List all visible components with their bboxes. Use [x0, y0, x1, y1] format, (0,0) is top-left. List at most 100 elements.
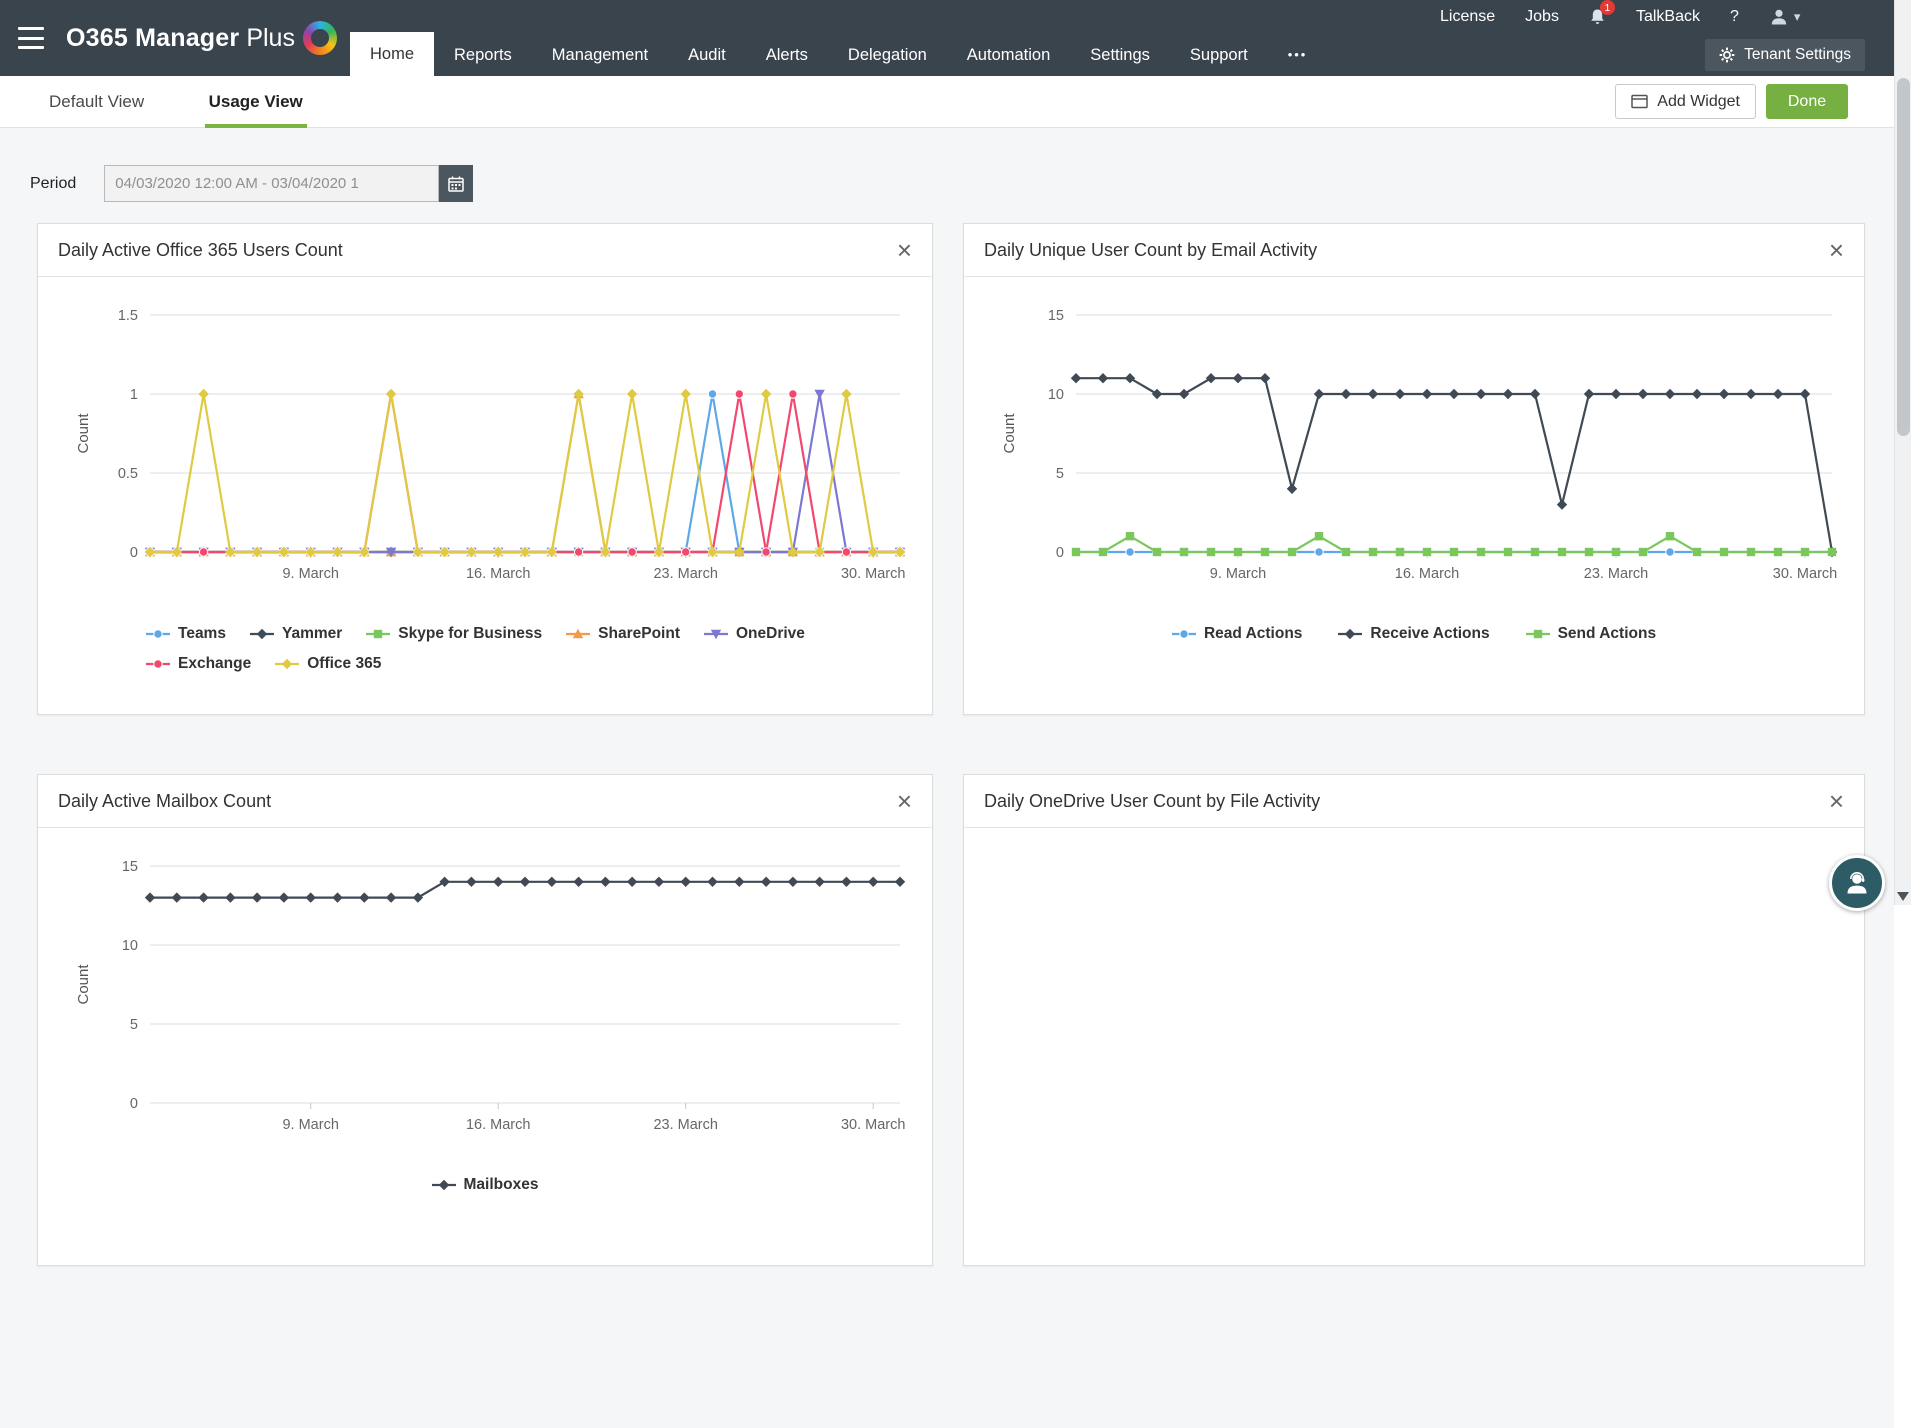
legend-item-read-actions[interactable]: Read Actions [1171, 625, 1303, 643]
legend-item-mailboxes[interactable]: Mailboxes [431, 1176, 539, 1194]
svg-text:Count: Count [1001, 413, 1018, 454]
legend-item-teams[interactable]: Teams [146, 625, 226, 643]
legend-item-skype-for-business[interactable]: Skype for Business [366, 625, 542, 643]
view-actions: Add Widget Done [1615, 84, 1848, 119]
svg-text:9. March: 9. March [282, 566, 338, 582]
legend-marker-icon [566, 628, 591, 639]
help-button[interactable]: ? [1729, 8, 1739, 25]
period-label: Period [30, 174, 77, 192]
caret-down-icon: ▾ [1793, 9, 1801, 24]
legend-item-exchange[interactable]: Exchange [146, 655, 251, 673]
nav-tab-alerts[interactable]: Alerts [765, 46, 808, 64]
nav-tab-automation[interactable]: Automation [966, 46, 1051, 64]
widget-daily-unique-email-activity: Daily Unique User Count by Email Activit… [963, 223, 1865, 715]
user-menu[interactable]: ▾ [1769, 7, 1801, 27]
dashboard-content: Period Daily Active Office 365 Users Cou… [0, 128, 1894, 1428]
close-icon[interactable]: × [1828, 235, 1844, 265]
widget-title: Daily Unique User Count by Email Activit… [984, 239, 1318, 260]
add-widget-icon [1631, 94, 1649, 109]
nav-tab-home[interactable]: Home [350, 32, 435, 76]
close-icon[interactable]: × [896, 235, 912, 265]
calendar-button[interactable] [439, 165, 474, 202]
svg-text:9. March: 9. March [1210, 566, 1266, 582]
legend-marker-icon [146, 629, 170, 639]
legend-label: Office 365 [307, 655, 382, 672]
nav-tab-settings[interactable]: Settings [1090, 46, 1150, 64]
support-chat-button[interactable] [1829, 855, 1885, 911]
license-link[interactable]: License [1440, 8, 1496, 25]
legend-label: Read Actions [1203, 625, 1303, 642]
line-chart [971, 840, 1857, 1170]
tab-usage-view[interactable]: Usage View [204, 76, 307, 128]
widget-body [964, 828, 1864, 1176]
jobs-link[interactable]: Jobs [1525, 8, 1559, 25]
widget-body: 0 0.5 1 1.5 9. March 16. March 23. March 30. Ma… [38, 277, 932, 673]
period-range-input[interactable] [104, 165, 440, 202]
logo-text-bold: O365 Manager [66, 23, 240, 52]
nav-tab-support[interactable]: Support [1189, 46, 1248, 64]
user-icon [1771, 9, 1787, 25]
widget-daily-active-mailbox: Daily Active Mailbox Count × 0 5 10 15 9. Ma… [37, 774, 933, 1266]
legend-item-receive-actions[interactable]: Receive Actions [1338, 625, 1490, 643]
hamburger-menu-icon[interactable] [18, 27, 44, 49]
period-row: Period [30, 165, 474, 202]
svg-text:30. March: 30. March [841, 566, 905, 582]
legend-label: Receive Actions [1370, 625, 1490, 642]
line-chart: 0 5 10 15 9. March 16. March 23. March 30. Marc… [75, 859, 905, 1133]
svg-text:16. March: 16. March [466, 566, 530, 582]
legend-item-sharepoint[interactable]: SharePoint [566, 625, 680, 643]
nav-tab-delegation[interactable]: Delegation [847, 46, 927, 64]
tenant-settings-button[interactable]: Tenant Settings [1705, 39, 1865, 71]
widget-title: Daily OneDrive User Count by File Activi… [984, 790, 1321, 811]
svg-text:16. March: 16. March [466, 1117, 530, 1133]
chart-legend: Teams Yammer Skype for Business SharePoint O… [38, 625, 932, 673]
legend-marker-icon [146, 659, 170, 669]
svg-text:0: 0 [1056, 545, 1064, 561]
top-navigation-bar: O365 Manager Plus Home Reports Managemen… [0, 0, 1911, 76]
legend-item-office-365[interactable]: Office 365 [275, 655, 381, 673]
nav-tab-audit[interactable]: Audit [688, 46, 726, 64]
nav-tab-management[interactable]: Management [551, 46, 649, 64]
nav-tab-more[interactable]: ••• [1287, 47, 1308, 62]
legend-marker-icon [249, 628, 274, 640]
add-widget-button[interactable]: Add Widget [1615, 84, 1756, 119]
scrollbar-thumb[interactable] [1897, 78, 1910, 436]
legend-item-yammer[interactable]: Yammer [249, 625, 342, 643]
close-icon[interactable]: × [896, 786, 912, 816]
top-utilities: License Jobs 1 TalkBack ? ▾ [1440, 0, 1800, 34]
legend-label: Skype for Business [398, 625, 543, 642]
legend-label: Mailboxes [463, 1176, 539, 1193]
svg-text:5: 5 [1056, 466, 1064, 482]
scrollbar[interactable] [1894, 0, 1911, 905]
done-button[interactable]: Done [1766, 84, 1848, 119]
chart-legend: Mailboxes [38, 1176, 932, 1194]
widget-title: Daily Active Office 365 Users Count [58, 239, 343, 260]
widget-header: Daily Active Office 365 Users Count × [38, 224, 932, 277]
legend-marker-icon [1338, 628, 1363, 640]
legend-marker-icon [1171, 629, 1196, 639]
calendar-icon [448, 176, 464, 192]
nav-tab-reports[interactable]: Reports [454, 46, 512, 64]
tab-default-view[interactable]: Default View [49, 92, 145, 111]
widget-header: Daily Unique User Count by Email Activit… [964, 224, 1864, 277]
close-icon[interactable]: × [1828, 786, 1844, 816]
talkback-link[interactable]: TalkBack [1635, 8, 1700, 25]
legend-marker-icon [366, 629, 391, 639]
svg-text:15: 15 [122, 859, 138, 875]
widget-body: 0 5 10 15 9. March 16. March 23. March 30. Marc… [964, 277, 1864, 643]
svg-text:0.5: 0.5 [118, 466, 138, 482]
main-nav: Home Reports Management Audit Alerts Del… [350, 32, 1327, 76]
widget-header: Daily Active Mailbox Count × [38, 775, 932, 828]
legend-item-send-actions[interactable]: Send Actions [1525, 625, 1657, 643]
notifications-button[interactable]: 1 [1589, 0, 1615, 26]
legend-label: OneDrive [735, 625, 805, 642]
legend-item-onedrive[interactable]: OneDrive [703, 625, 805, 643]
legend-label: Send Actions [1557, 625, 1657, 642]
notification-badge: 1 [1599, 0, 1615, 15]
scroll-down-arrow-icon[interactable] [1897, 892, 1909, 901]
view-toolbar: Default View Usage View Add Widget Done [0, 76, 1894, 128]
tenant-settings-label: Tenant Settings [1744, 46, 1851, 63]
svg-text:10: 10 [1048, 387, 1064, 403]
logo-text-light: Plus [246, 23, 295, 52]
support-agent-icon [1847, 872, 1867, 894]
